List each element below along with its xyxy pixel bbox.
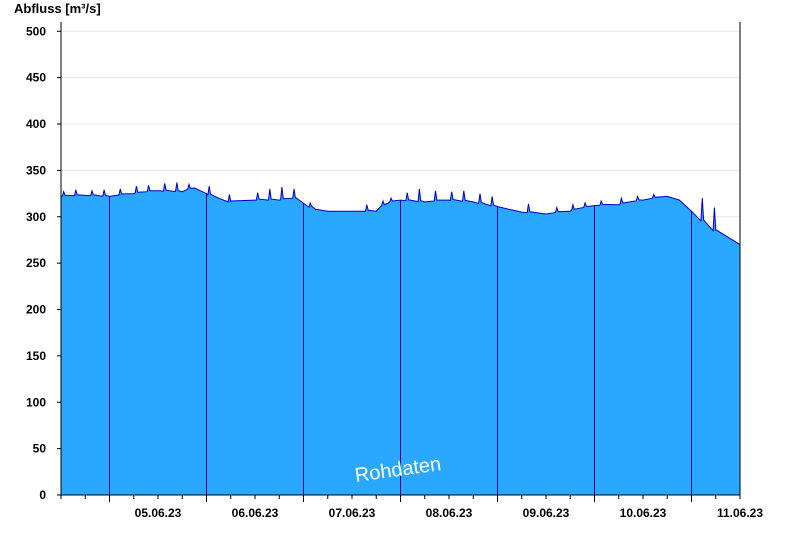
x-tick-label: 07.06.23 <box>329 506 376 520</box>
y-tick-label: 50 <box>33 442 47 456</box>
y-tick-label: 100 <box>26 395 46 409</box>
x-tick-label: 11.06.23 <box>717 506 763 520</box>
x-tick-label: 09.06.23 <box>523 506 570 520</box>
y-tick-label: 150 <box>26 349 46 363</box>
x-tick-label: 10.06.23 <box>620 506 667 520</box>
x-tick-label: 05.06.23 <box>135 506 182 520</box>
discharge-line <box>60 182 741 246</box>
x-tick-label: 06.06.23 <box>232 506 279 520</box>
y-tick-label: 300 <box>26 210 46 224</box>
y-tick-label: 200 <box>26 303 46 317</box>
y-tick-label: 350 <box>26 163 46 177</box>
day-boundary-lines <box>109 193 692 495</box>
y-tick-label: 400 <box>26 117 46 131</box>
axes <box>57 22 741 502</box>
y-axis-title: Abfluss [m³/s] <box>14 1 101 16</box>
y-tick-label: 450 <box>26 71 46 85</box>
x-tick-labels: 05.06.23 06.06.23 07.06.23 08.06.23 09.06.23… <box>135 506 764 520</box>
y-tick-label: 250 <box>26 256 46 270</box>
x-tick-label: 08.06.23 <box>426 506 473 520</box>
y-tick-labels: 0 50 100 150 200 250 300 350 400 450 500 <box>26 24 46 502</box>
y-tick-label: 500 <box>26 24 46 38</box>
y-tick-label: 0 <box>39 488 46 502</box>
